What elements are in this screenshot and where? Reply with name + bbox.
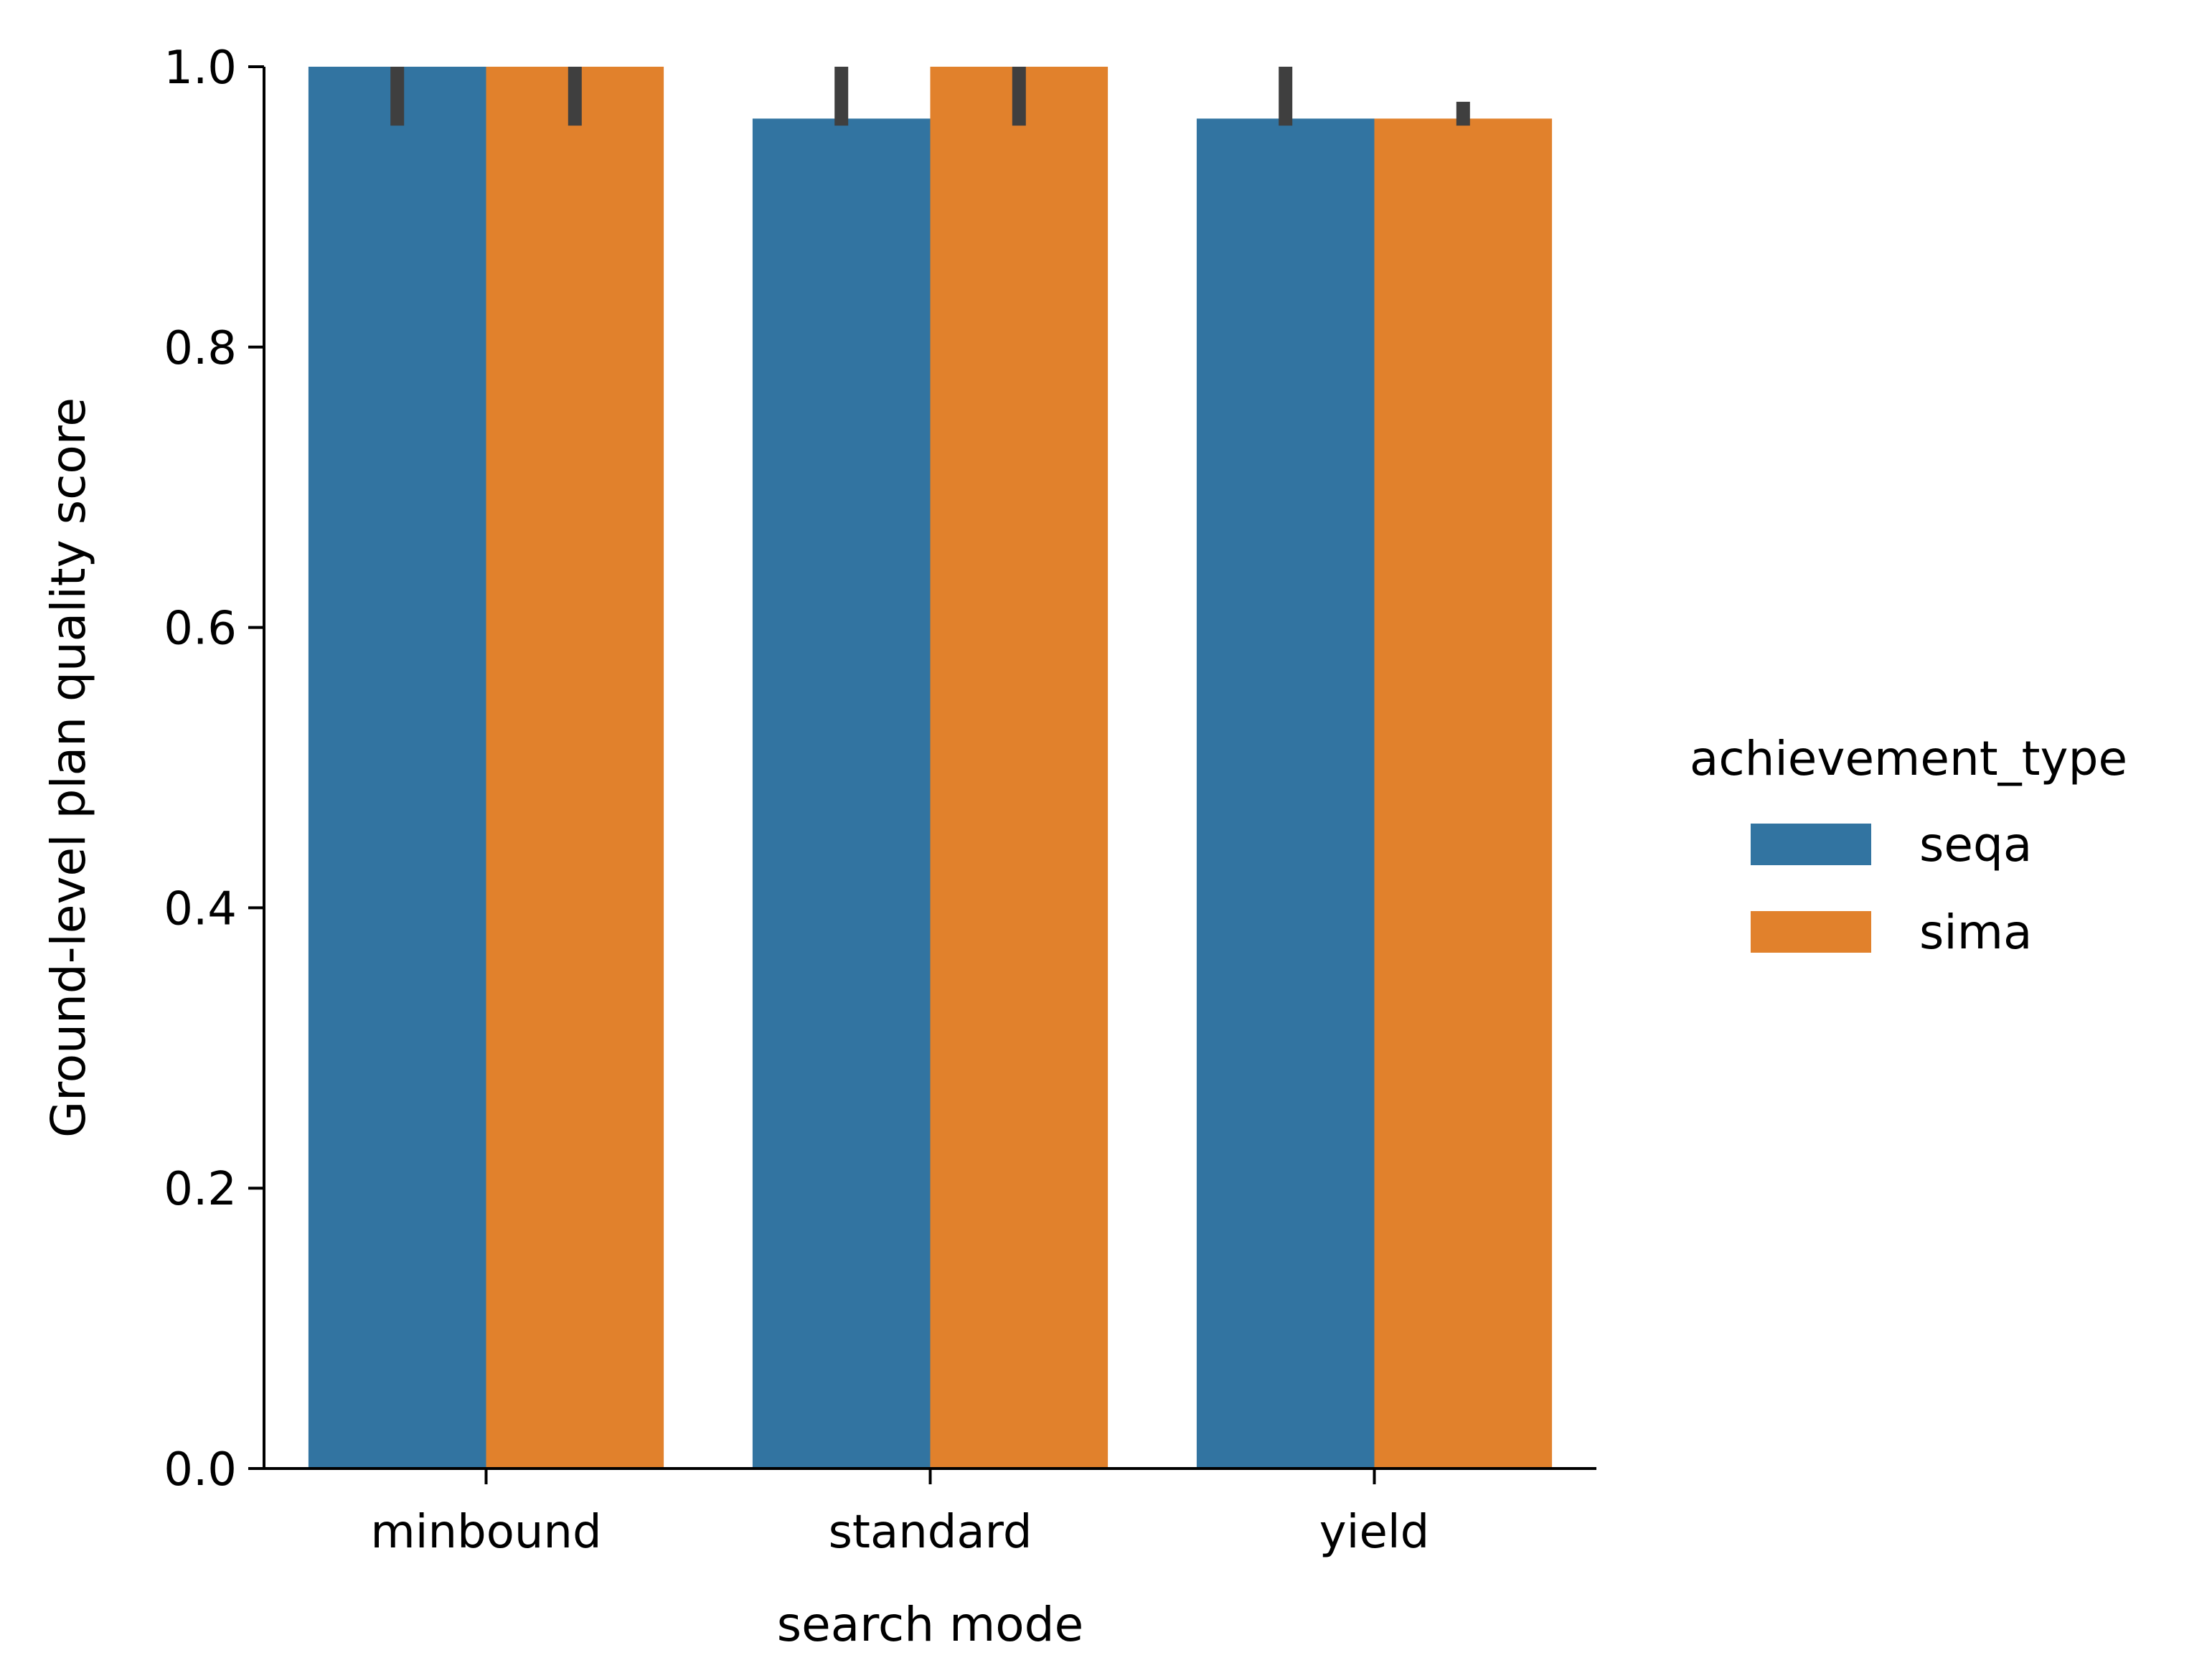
x-tick-label: yield xyxy=(1319,1506,1429,1559)
y-tick-label: 0.0 xyxy=(164,1443,237,1496)
errorbars-layer xyxy=(390,67,1470,126)
x-ticks: minbound standard yield xyxy=(370,1469,1429,1559)
legend: achievement_type seqa sima xyxy=(1690,731,2127,960)
bars-layer xyxy=(308,67,1553,1469)
y-tick-label: 0.2 xyxy=(164,1163,237,1216)
x-tick-label: standard xyxy=(829,1506,1032,1559)
bar-seqa-minbound xyxy=(308,67,486,1469)
y-tick-label: 0.8 xyxy=(164,322,237,375)
y-axis-label: Ground-level plan quality score xyxy=(41,397,96,1138)
legend-label-seqa: seqa xyxy=(1919,817,2032,872)
legend-title: achievement_type xyxy=(1690,731,2127,786)
bar-seqa-standard xyxy=(752,118,931,1469)
x-axis-label: search mode xyxy=(777,1597,1083,1652)
legend-items: seqa sima xyxy=(1751,817,2032,960)
bar-seqa-yield xyxy=(1196,118,1375,1469)
y-tick-label: 1.0 xyxy=(164,42,237,95)
y-tick-label: 0.6 xyxy=(164,603,237,656)
y-ticks: 0.0 0.2 0.4 0.6 0.8 1.0 xyxy=(164,42,264,1496)
legend-label-sima: sima xyxy=(1919,905,2032,960)
x-tick-label: minbound xyxy=(370,1506,601,1559)
legend-swatch-sima xyxy=(1751,911,1871,953)
legend-swatch-seqa xyxy=(1751,824,1871,865)
bar-sima-yield xyxy=(1374,118,1553,1469)
y-tick-label: 0.4 xyxy=(164,882,237,935)
bar-sima-standard xyxy=(930,67,1109,1469)
bar-sima-minbound xyxy=(486,67,664,1469)
